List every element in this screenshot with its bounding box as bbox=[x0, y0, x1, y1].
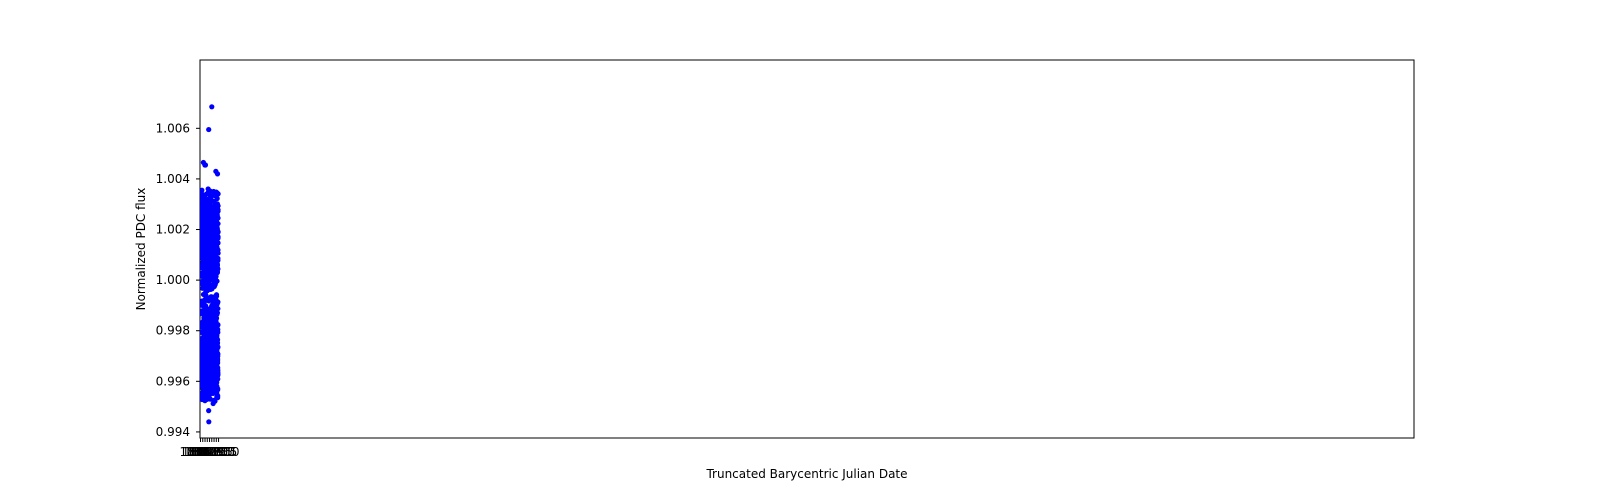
data-point bbox=[215, 229, 220, 234]
data-point bbox=[206, 419, 211, 424]
data-point bbox=[215, 351, 220, 356]
data-point bbox=[215, 323, 220, 328]
data-point bbox=[215, 240, 220, 245]
data-point bbox=[215, 196, 220, 201]
data-point bbox=[206, 408, 211, 413]
data-point bbox=[215, 266, 220, 271]
data-point bbox=[199, 188, 204, 193]
y-tick-label: 0.996 bbox=[156, 374, 190, 388]
scatter-chart: 1816.01816.51817.01817.51818.01818.51819… bbox=[0, 0, 1600, 500]
chart-container: 1816.01816.51817.01817.51818.01818.51819… bbox=[0, 0, 1600, 500]
data-point bbox=[214, 278, 219, 283]
data-point bbox=[215, 376, 220, 381]
data-point bbox=[215, 344, 220, 349]
y-axis-label: Normalized PDC flux bbox=[134, 188, 148, 311]
data-point bbox=[215, 203, 220, 208]
data-point bbox=[215, 251, 220, 256]
y-tick-label: 0.994 bbox=[156, 425, 190, 439]
y-tick-label: 1.000 bbox=[156, 273, 190, 287]
data-point bbox=[206, 127, 211, 132]
data-point bbox=[215, 371, 220, 376]
y-tick-label: 1.004 bbox=[156, 172, 190, 186]
data-point bbox=[215, 221, 220, 226]
data-point bbox=[209, 104, 214, 109]
x-axis-label: Truncated Barycentric Julian Date bbox=[705, 467, 907, 481]
data-point bbox=[215, 395, 220, 400]
data-point bbox=[214, 293, 219, 298]
data-point bbox=[203, 162, 208, 167]
data-point bbox=[215, 299, 220, 304]
y-tick-label: 1.006 bbox=[156, 121, 190, 135]
data-point bbox=[215, 330, 220, 335]
data-point bbox=[215, 235, 220, 240]
y-tick-label: 0.998 bbox=[156, 324, 190, 338]
x-tick-label: 1820.0 bbox=[198, 445, 240, 459]
data-point bbox=[216, 191, 221, 196]
data-point bbox=[215, 306, 220, 311]
chart-background bbox=[0, 0, 1600, 500]
data-point bbox=[215, 171, 220, 176]
data-point bbox=[215, 337, 220, 342]
y-tick-label: 1.002 bbox=[156, 223, 190, 237]
data-point bbox=[215, 215, 220, 220]
data-point bbox=[215, 258, 220, 263]
data-point bbox=[215, 386, 220, 391]
